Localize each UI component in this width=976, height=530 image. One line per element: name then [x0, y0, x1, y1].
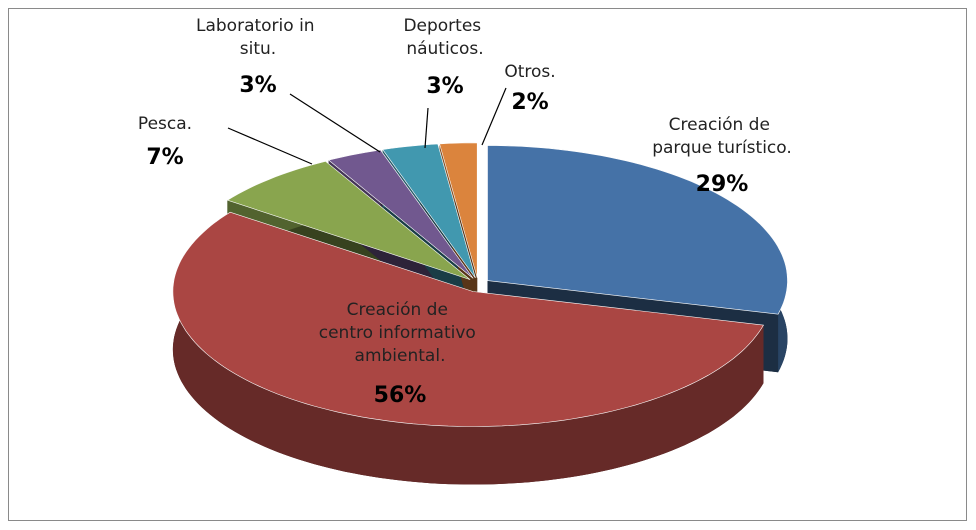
- slice: [328, 149, 474, 279]
- value-label: 56%: [374, 383, 427, 408]
- labels: Creación de parque turístico. 29% Creación…: [138, 16, 792, 408]
- pie: [172, 142, 788, 485]
- leader-line: [227, 127, 313, 165]
- value-label: 29%: [696, 172, 749, 197]
- category-label: Otros.: [504, 62, 555, 82]
- slice: [439, 142, 478, 278]
- value-label: 2%: [511, 90, 548, 115]
- slice: [172, 211, 765, 427]
- leader-line: [289, 93, 381, 153]
- slice-wall: [172, 212, 764, 485]
- value-label: 3%: [426, 74, 463, 99]
- category-label: Creación de parque turístico.: [652, 115, 792, 158]
- slice: [382, 143, 476, 279]
- category-label: Pesca.: [138, 114, 192, 134]
- slice: [487, 145, 788, 315]
- slice: [226, 160, 471, 280]
- value-label: 3%: [239, 73, 276, 98]
- category-label: Creación de centro informativo ambiental…: [319, 300, 481, 366]
- leader-line: [424, 107, 429, 149]
- category-label: Laboratorio in situ.: [196, 16, 320, 59]
- value-label: 7%: [146, 145, 183, 170]
- leader-line: [481, 87, 507, 146]
- category-label: Deportes náuticos.: [403, 16, 486, 59]
